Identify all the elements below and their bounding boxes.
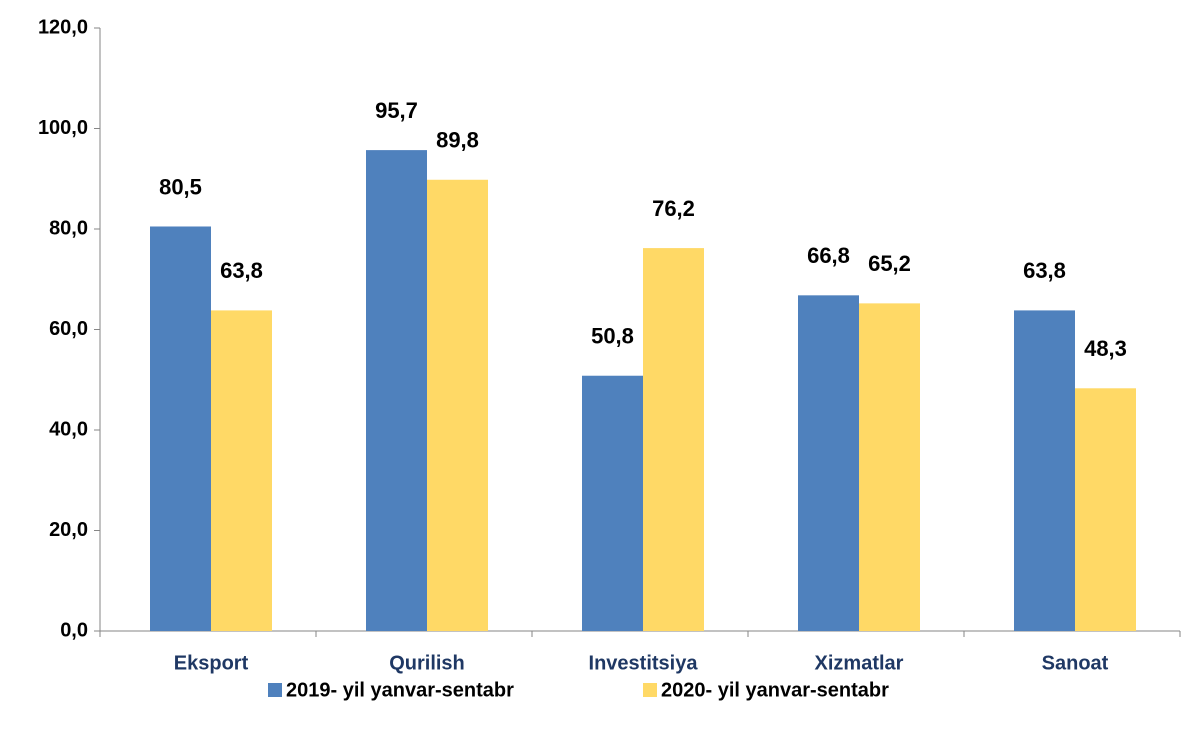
bar bbox=[1014, 310, 1075, 631]
y-tick-label: 0,0 bbox=[60, 619, 88, 641]
bar bbox=[427, 179, 488, 631]
data-label: 66,8 bbox=[807, 243, 850, 268]
bar bbox=[150, 226, 211, 632]
bar bbox=[643, 248, 704, 631]
data-label: 63,8 bbox=[1023, 258, 1066, 283]
data-label: 63,8 bbox=[220, 258, 263, 283]
data-label: 65,2 bbox=[868, 251, 911, 276]
data-label: 89,8 bbox=[436, 128, 479, 153]
y-tick-label: 60,0 bbox=[49, 318, 88, 340]
legend-swatch bbox=[268, 683, 282, 697]
bar bbox=[211, 310, 272, 631]
y-tick-label: 40,0 bbox=[49, 418, 88, 440]
x-tick-label: Qurilish bbox=[389, 652, 465, 674]
legend-label: 2020- yil yanvar-sentabr bbox=[661, 679, 889, 701]
y-tick-label: 100,0 bbox=[38, 117, 88, 139]
bar bbox=[859, 303, 920, 631]
x-tick-label: Xizmatlar bbox=[815, 652, 904, 674]
x-tick-label: Investitsiya bbox=[589, 652, 699, 674]
data-label: 48,3 bbox=[1084, 336, 1127, 361]
bar bbox=[798, 295, 859, 631]
data-label: 80,5 bbox=[159, 174, 202, 199]
bar bbox=[1075, 388, 1136, 631]
data-label: 76,2 bbox=[652, 196, 695, 221]
y-tick-label: 80,0 bbox=[49, 217, 88, 239]
data-label: 50,8 bbox=[591, 324, 634, 349]
bar bbox=[582, 375, 643, 631]
bar bbox=[366, 150, 427, 632]
data-label: 95,7 bbox=[375, 98, 418, 123]
y-tick-label: 20,0 bbox=[49, 519, 88, 541]
legend-swatch bbox=[643, 683, 657, 697]
legend-label: 2019- yil yanvar-sentabr bbox=[286, 679, 514, 701]
y-tick-label: 120,0 bbox=[38, 16, 88, 38]
x-tick-label: Eksport bbox=[174, 652, 249, 674]
x-tick-label: Sanoat bbox=[1042, 652, 1109, 674]
